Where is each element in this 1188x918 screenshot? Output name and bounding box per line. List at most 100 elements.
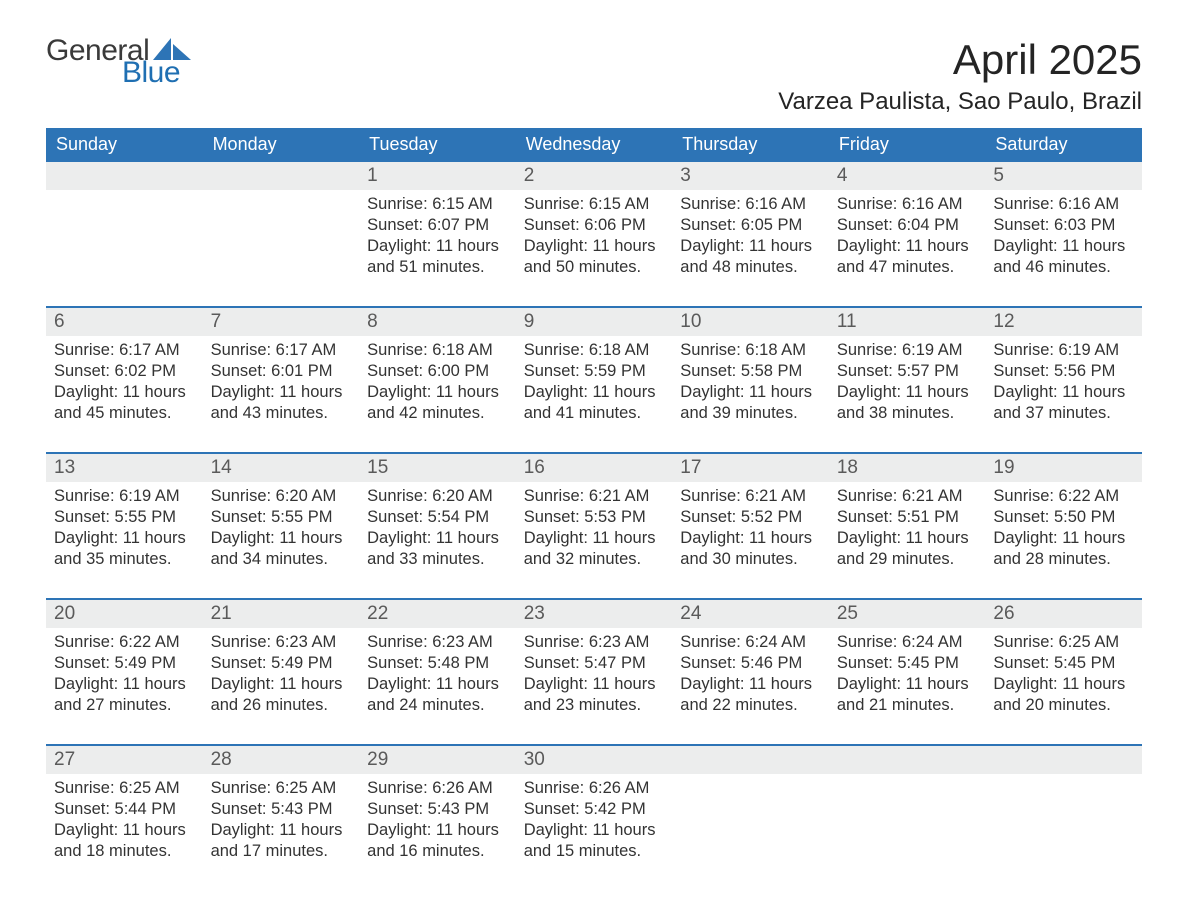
sunrise-text: Sunrise: 6:16 AM: [680, 194, 823, 215]
daylight-text: Daylight: 11 hours and 46 minutes.: [993, 236, 1136, 278]
day-cell: [672, 774, 829, 872]
sunset-text: Sunset: 5:50 PM: [993, 507, 1136, 528]
sunset-text: Sunset: 5:53 PM: [524, 507, 667, 528]
daylight-text: Daylight: 11 hours and 23 minutes.: [524, 674, 667, 716]
sunrise-text: Sunrise: 6:21 AM: [680, 486, 823, 507]
day-cell: Sunrise: 6:19 AMSunset: 5:57 PMDaylight:…: [829, 336, 986, 434]
sunrise-text: Sunrise: 6:16 AM: [837, 194, 980, 215]
week-row: 20212223242526Sunrise: 6:22 AMSunset: 5:…: [46, 598, 1142, 726]
day-number: 30: [516, 746, 673, 774]
day-cell: Sunrise: 6:24 AMSunset: 5:46 PMDaylight:…: [672, 628, 829, 726]
daylight-text: Daylight: 11 hours and 16 minutes.: [367, 820, 510, 862]
daylight-text: Daylight: 11 hours and 26 minutes.: [211, 674, 354, 716]
sunset-text: Sunset: 6:05 PM: [680, 215, 823, 236]
sunrise-text: Sunrise: 6:23 AM: [367, 632, 510, 653]
daylight-text: Daylight: 11 hours and 32 minutes.: [524, 528, 667, 570]
day-number: 21: [203, 600, 360, 628]
dayname-wednesday: Wednesday: [516, 128, 673, 162]
sunset-text: Sunset: 6:07 PM: [367, 215, 510, 236]
day-cell: Sunrise: 6:16 AMSunset: 6:05 PMDaylight:…: [672, 190, 829, 288]
sunrise-text: Sunrise: 6:23 AM: [211, 632, 354, 653]
day-cell: Sunrise: 6:19 AMSunset: 5:55 PMDaylight:…: [46, 482, 203, 580]
day-cell: Sunrise: 6:20 AMSunset: 5:55 PMDaylight:…: [203, 482, 360, 580]
daylight-text: Daylight: 11 hours and 30 minutes.: [680, 528, 823, 570]
sunrise-text: Sunrise: 6:24 AM: [837, 632, 980, 653]
day-number: 26: [985, 600, 1142, 628]
sunset-text: Sunset: 5:55 PM: [54, 507, 197, 528]
day-number: 20: [46, 600, 203, 628]
week-row: 12345Sunrise: 6:15 AMSunset: 6:07 PMDayl…: [46, 162, 1142, 288]
sunrise-text: Sunrise: 6:18 AM: [367, 340, 510, 361]
day-cell: Sunrise: 6:25 AMSunset: 5:44 PMDaylight:…: [46, 774, 203, 872]
day-number: 1: [359, 162, 516, 190]
day-number: 18: [829, 454, 986, 482]
day-number: 16: [516, 454, 673, 482]
day-number: [672, 746, 829, 774]
sunrise-text: Sunrise: 6:15 AM: [524, 194, 667, 215]
day-cell: Sunrise: 6:22 AMSunset: 5:49 PMDaylight:…: [46, 628, 203, 726]
sunset-text: Sunset: 5:52 PM: [680, 507, 823, 528]
day-cell: Sunrise: 6:23 AMSunset: 5:48 PMDaylight:…: [359, 628, 516, 726]
day-number: 5: [985, 162, 1142, 190]
sunset-text: Sunset: 5:45 PM: [837, 653, 980, 674]
day-cell: Sunrise: 6:20 AMSunset: 5:54 PMDaylight:…: [359, 482, 516, 580]
sunrise-text: Sunrise: 6:15 AM: [367, 194, 510, 215]
daylight-text: Daylight: 11 hours and 41 minutes.: [524, 382, 667, 424]
daylight-text: Daylight: 11 hours and 38 minutes.: [837, 382, 980, 424]
sunrise-text: Sunrise: 6:16 AM: [993, 194, 1136, 215]
day-cell: Sunrise: 6:23 AMSunset: 5:49 PMDaylight:…: [203, 628, 360, 726]
sunrise-text: Sunrise: 6:20 AM: [367, 486, 510, 507]
sunrise-text: Sunrise: 6:20 AM: [211, 486, 354, 507]
sunrise-text: Sunrise: 6:17 AM: [54, 340, 197, 361]
daylight-text: Daylight: 11 hours and 37 minutes.: [993, 382, 1136, 424]
daylight-text: Daylight: 11 hours and 51 minutes.: [367, 236, 510, 278]
sunset-text: Sunset: 5:59 PM: [524, 361, 667, 382]
daylight-text: Daylight: 11 hours and 15 minutes.: [524, 820, 667, 862]
sunset-text: Sunset: 6:06 PM: [524, 215, 667, 236]
daynum-row: 6789101112: [46, 308, 1142, 336]
sunrise-text: Sunrise: 6:26 AM: [367, 778, 510, 799]
day-number: 3: [672, 162, 829, 190]
sunrise-text: Sunrise: 6:21 AM: [837, 486, 980, 507]
sunrise-text: Sunrise: 6:18 AM: [680, 340, 823, 361]
dayname-monday: Monday: [203, 128, 360, 162]
daylight-text: Daylight: 11 hours and 47 minutes.: [837, 236, 980, 278]
daylight-text: Daylight: 11 hours and 20 minutes.: [993, 674, 1136, 716]
sunrise-text: Sunrise: 6:18 AM: [524, 340, 667, 361]
day-number: 9: [516, 308, 673, 336]
sunset-text: Sunset: 5:56 PM: [993, 361, 1136, 382]
sunset-text: Sunset: 5:47 PM: [524, 653, 667, 674]
sunrise-text: Sunrise: 6:25 AM: [211, 778, 354, 799]
sunset-text: Sunset: 5:43 PM: [367, 799, 510, 820]
sunset-text: Sunset: 5:58 PM: [680, 361, 823, 382]
sunset-text: Sunset: 5:46 PM: [680, 653, 823, 674]
daylight-text: Daylight: 11 hours and 43 minutes.: [211, 382, 354, 424]
daylight-text: Daylight: 11 hours and 21 minutes.: [837, 674, 980, 716]
sunset-text: Sunset: 6:02 PM: [54, 361, 197, 382]
day-cell: Sunrise: 6:18 AMSunset: 6:00 PMDaylight:…: [359, 336, 516, 434]
daylight-text: Daylight: 11 hours and 34 minutes.: [211, 528, 354, 570]
day-cell: Sunrise: 6:21 AMSunset: 5:51 PMDaylight:…: [829, 482, 986, 580]
daylight-text: Daylight: 11 hours and 35 minutes.: [54, 528, 197, 570]
day-number: 22: [359, 600, 516, 628]
day-cell: Sunrise: 6:15 AMSunset: 6:06 PMDaylight:…: [516, 190, 673, 288]
dayname-friday: Friday: [829, 128, 986, 162]
day-number: 28: [203, 746, 360, 774]
location: Varzea Paulista, Sao Paulo, Brazil: [778, 88, 1142, 116]
day-cell: Sunrise: 6:26 AMSunset: 5:43 PMDaylight:…: [359, 774, 516, 872]
day-cell: [985, 774, 1142, 872]
day-number: 19: [985, 454, 1142, 482]
sunset-text: Sunset: 6:03 PM: [993, 215, 1136, 236]
day-number: 25: [829, 600, 986, 628]
day-number: [46, 162, 203, 190]
day-cell: Sunrise: 6:18 AMSunset: 5:58 PMDaylight:…: [672, 336, 829, 434]
day-cell: Sunrise: 6:25 AMSunset: 5:43 PMDaylight:…: [203, 774, 360, 872]
daylight-text: Daylight: 11 hours and 24 minutes.: [367, 674, 510, 716]
day-number: 13: [46, 454, 203, 482]
daynum-row: 12345: [46, 162, 1142, 190]
day-cell: Sunrise: 6:21 AMSunset: 5:52 PMDaylight:…: [672, 482, 829, 580]
daylight-text: Daylight: 11 hours and 28 minutes.: [993, 528, 1136, 570]
dayname-saturday: Saturday: [985, 128, 1142, 162]
day-cell: Sunrise: 6:23 AMSunset: 5:47 PMDaylight:…: [516, 628, 673, 726]
day-number: 10: [672, 308, 829, 336]
